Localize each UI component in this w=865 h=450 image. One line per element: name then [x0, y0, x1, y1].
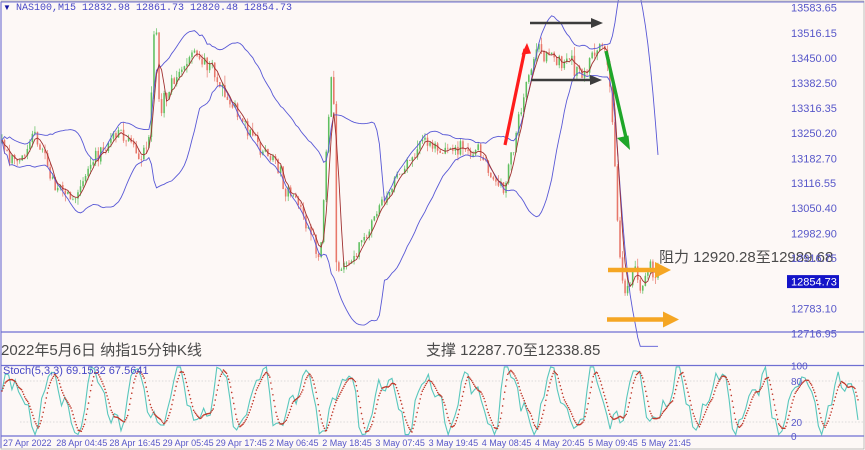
- svg-text:29 Apr 05:45: 29 Apr 05:45: [163, 438, 214, 448]
- svg-text:Stoch(5,3,3) 69.1532 67.5641: Stoch(5,3,3) 69.1532 67.5641: [3, 365, 149, 377]
- svg-text:▼: ▼: [3, 3, 11, 12]
- svg-text:100: 100: [791, 362, 808, 373]
- svg-text:12916.75: 12916.75: [791, 253, 837, 265]
- svg-text:0: 0: [791, 432, 797, 443]
- svg-text:支撑 12287.70至12338.85: 支撑 12287.70至12338.85: [426, 342, 600, 359]
- svg-text:12716.95: 12716.95: [791, 328, 837, 340]
- svg-text:13316.35: 13316.35: [791, 103, 837, 115]
- svg-text:13450.00: 13450.00: [791, 53, 837, 65]
- svg-text:5 May 09:45: 5 May 09:45: [588, 438, 638, 448]
- svg-text:13050.40: 13050.40: [791, 203, 837, 215]
- svg-text:5 May 21:45: 5 May 21:45: [641, 438, 691, 448]
- svg-text:13382.50: 13382.50: [791, 78, 837, 90]
- svg-text:20: 20: [791, 418, 803, 429]
- svg-text:13116.55: 13116.55: [791, 178, 836, 190]
- svg-text:4 May 08:45: 4 May 08:45: [482, 438, 532, 448]
- svg-text:13182.70: 13182.70: [791, 153, 837, 165]
- svg-text:27 Apr 2022: 27 Apr 2022: [3, 438, 52, 448]
- svg-text:12982.90: 12982.90: [791, 228, 837, 240]
- svg-text:80: 80: [791, 377, 803, 388]
- svg-text:2022年5月6日 纳指15分钟K线: 2022年5月6日 纳指15分钟K线: [1, 342, 202, 359]
- svg-text:12854.73: 12854.73: [791, 277, 837, 289]
- svg-text:12783.10: 12783.10: [791, 304, 837, 316]
- svg-text:13250.20: 13250.20: [791, 128, 837, 140]
- svg-text:13583.65: 13583.65: [791, 3, 837, 15]
- svg-text:4 May 20:45: 4 May 20:45: [535, 438, 585, 448]
- svg-text:3 May 19:45: 3 May 19:45: [429, 438, 479, 448]
- svg-text:28 Apr 16:45: 28 Apr 16:45: [109, 438, 160, 448]
- svg-text:3 May 07:45: 3 May 07:45: [375, 438, 425, 448]
- svg-text:NAS100,M15 12832.98 12861.73: NAS100,M15 12832.98 12861.73 12820.48 12…: [16, 3, 292, 14]
- svg-text:29 Apr 17:45: 29 Apr 17:45: [216, 438, 267, 448]
- svg-text:2 May 18:45: 2 May 18:45: [322, 438, 372, 448]
- svg-text:13516.15: 13516.15: [791, 28, 837, 40]
- svg-text:28 Apr 04:45: 28 Apr 04:45: [56, 438, 107, 448]
- svg-text:2 May 06:45: 2 May 06:45: [269, 438, 319, 448]
